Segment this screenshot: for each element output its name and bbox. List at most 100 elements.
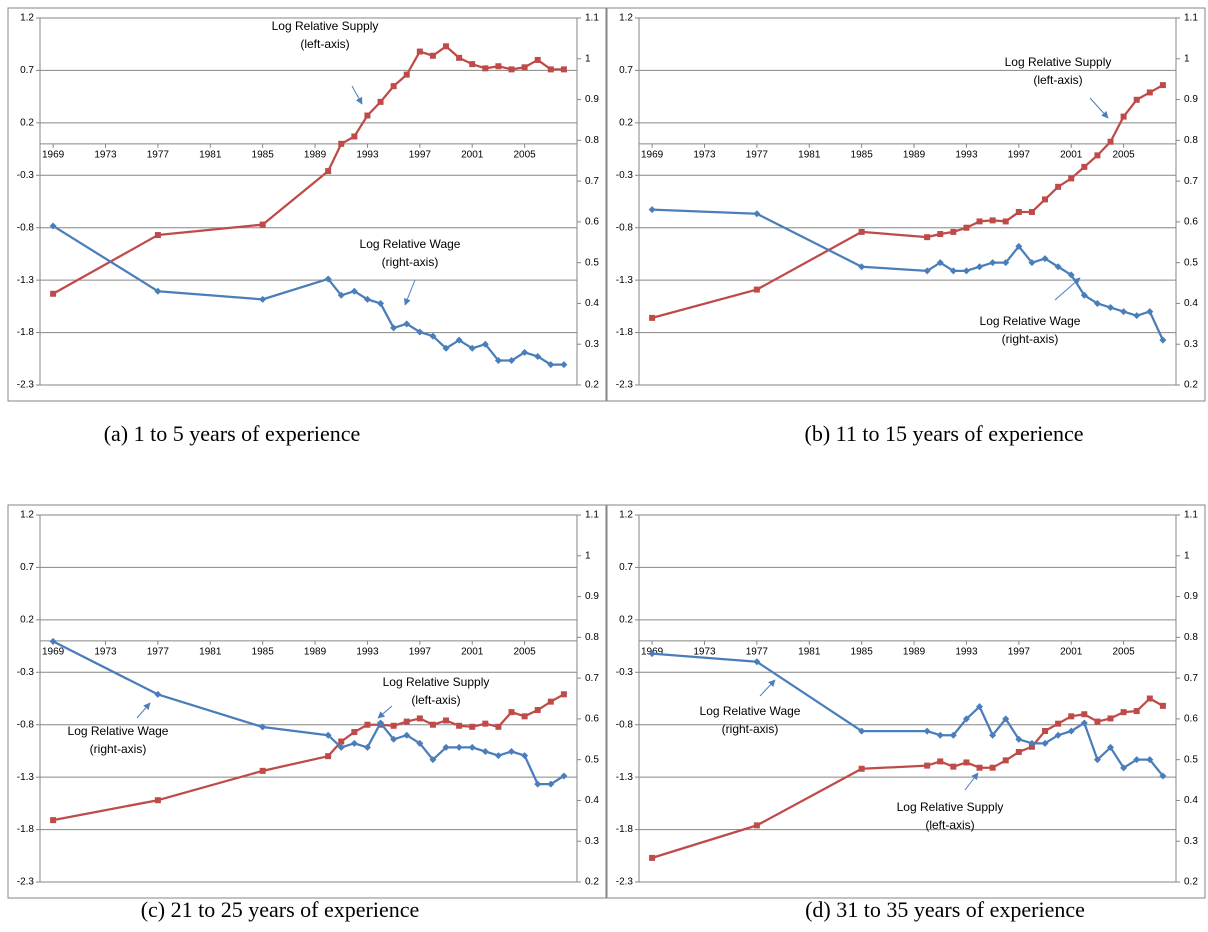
y2-tick-label: 0.5 — [1184, 754, 1198, 765]
x-tick-label: 1989 — [304, 646, 327, 657]
point — [989, 764, 996, 771]
point — [49, 637, 57, 645]
point — [390, 735, 398, 743]
point — [49, 222, 57, 230]
y2-tick-label: 0.9 — [1184, 94, 1198, 105]
panel: -2.3 -1.8 -1.3 -0.8 -0.3 0.2 0.7 1.2 0.2 0.3 0.4 0.… — [7, 504, 607, 922]
y-tick-label: -2.3 — [616, 877, 634, 888]
point — [455, 336, 463, 344]
y2-tick-label: 0.8 — [1184, 135, 1198, 146]
panel-frame — [606, 504, 1206, 899]
y-tick-label: -1.3 — [17, 275, 35, 286]
point — [390, 324, 398, 332]
point — [364, 721, 371, 728]
x-tick-label: 1969 — [42, 149, 65, 160]
point — [482, 720, 489, 727]
point — [923, 267, 931, 275]
point — [1002, 715, 1010, 723]
y-tick-label: -0.3 — [616, 667, 634, 678]
point — [1094, 152, 1101, 159]
point — [416, 48, 423, 55]
annotation-arrow — [1054, 277, 1081, 301]
y2-tick-label: 1 — [1184, 550, 1190, 561]
point — [1067, 271, 1075, 279]
series-line — [52, 225, 564, 366]
y-tick-label: -1.8 — [17, 824, 35, 835]
point — [1159, 772, 1167, 780]
point — [337, 743, 345, 751]
point — [338, 738, 345, 745]
point — [547, 361, 555, 369]
point — [1081, 711, 1088, 718]
point — [1107, 743, 1115, 751]
y-tick-label: -1.3 — [616, 275, 634, 286]
point — [1002, 218, 1009, 225]
annotation-arrow — [964, 772, 979, 791]
x-tick-label: 1981 — [199, 646, 222, 657]
point — [937, 758, 944, 765]
point — [858, 765, 865, 772]
point — [1133, 756, 1141, 764]
y2-tick-label: 1 — [585, 53, 591, 64]
x-tick-label: 1993 — [356, 646, 379, 657]
point — [1028, 259, 1036, 267]
point — [858, 727, 866, 735]
x-tick-label: 2001 — [461, 149, 484, 160]
point — [1093, 299, 1101, 307]
x-tick-label: 2005 — [1112, 646, 1135, 657]
y2-tick-label: 0.6 — [1184, 714, 1198, 725]
point — [753, 286, 760, 293]
point — [560, 691, 567, 698]
point — [482, 65, 489, 72]
point — [494, 357, 502, 365]
x-tick-label: 1993 — [356, 149, 379, 160]
point — [976, 703, 984, 711]
x-tick-label: 1985 — [851, 149, 874, 160]
y-tick-label: -0.3 — [17, 170, 35, 181]
y-tick-label: 0.7 — [619, 562, 633, 573]
y2-tick-label: 0.9 — [585, 591, 599, 602]
y2-tick-label: 0.4 — [585, 298, 599, 309]
y2-tick-label: 0.6 — [585, 217, 599, 228]
point — [403, 718, 410, 725]
point — [1146, 756, 1154, 764]
series-line — [52, 693, 565, 822]
point — [1080, 291, 1088, 299]
point — [936, 259, 944, 267]
point — [154, 797, 161, 804]
x-tick-label: 2005 — [513, 646, 536, 657]
point — [924, 234, 931, 241]
point — [753, 658, 761, 666]
y2-tick-label: 0.2 — [585, 877, 599, 888]
y2-tick-label: 0.5 — [585, 257, 599, 268]
x-tick-label: 2001 — [461, 646, 484, 657]
point — [495, 723, 502, 730]
point — [1093, 756, 1101, 764]
y-tick-label: -0.8 — [17, 222, 35, 233]
point — [508, 357, 516, 365]
x-tick-label: 1981 — [199, 149, 222, 160]
caption: (d) 31 to 35 years of experience — [805, 897, 1085, 922]
point — [976, 263, 984, 271]
point — [560, 772, 568, 780]
point — [976, 764, 983, 771]
annotation: (right-axis) — [722, 722, 779, 736]
y-tick-label: 1.2 — [619, 510, 633, 521]
annotation: (left-axis) — [300, 37, 349, 51]
point — [481, 340, 489, 348]
y-tick-label: 0.2 — [619, 614, 633, 625]
annotation-arrow — [351, 85, 363, 105]
x-tick-label: 1989 — [304, 149, 327, 160]
x-tick-label: 1977 — [147, 646, 170, 657]
y-tick-label: -1.3 — [616, 772, 634, 783]
point — [1120, 308, 1128, 316]
point — [989, 731, 997, 739]
y-tick-label: 0.2 — [619, 117, 633, 128]
x-tick-label: 1993 — [955, 646, 978, 657]
point — [1042, 196, 1049, 203]
y-tick-label: 0.2 — [20, 117, 34, 128]
y-tick-label: -2.3 — [17, 877, 35, 888]
point — [1120, 709, 1127, 716]
x-tick-label: 1977 — [147, 149, 170, 160]
